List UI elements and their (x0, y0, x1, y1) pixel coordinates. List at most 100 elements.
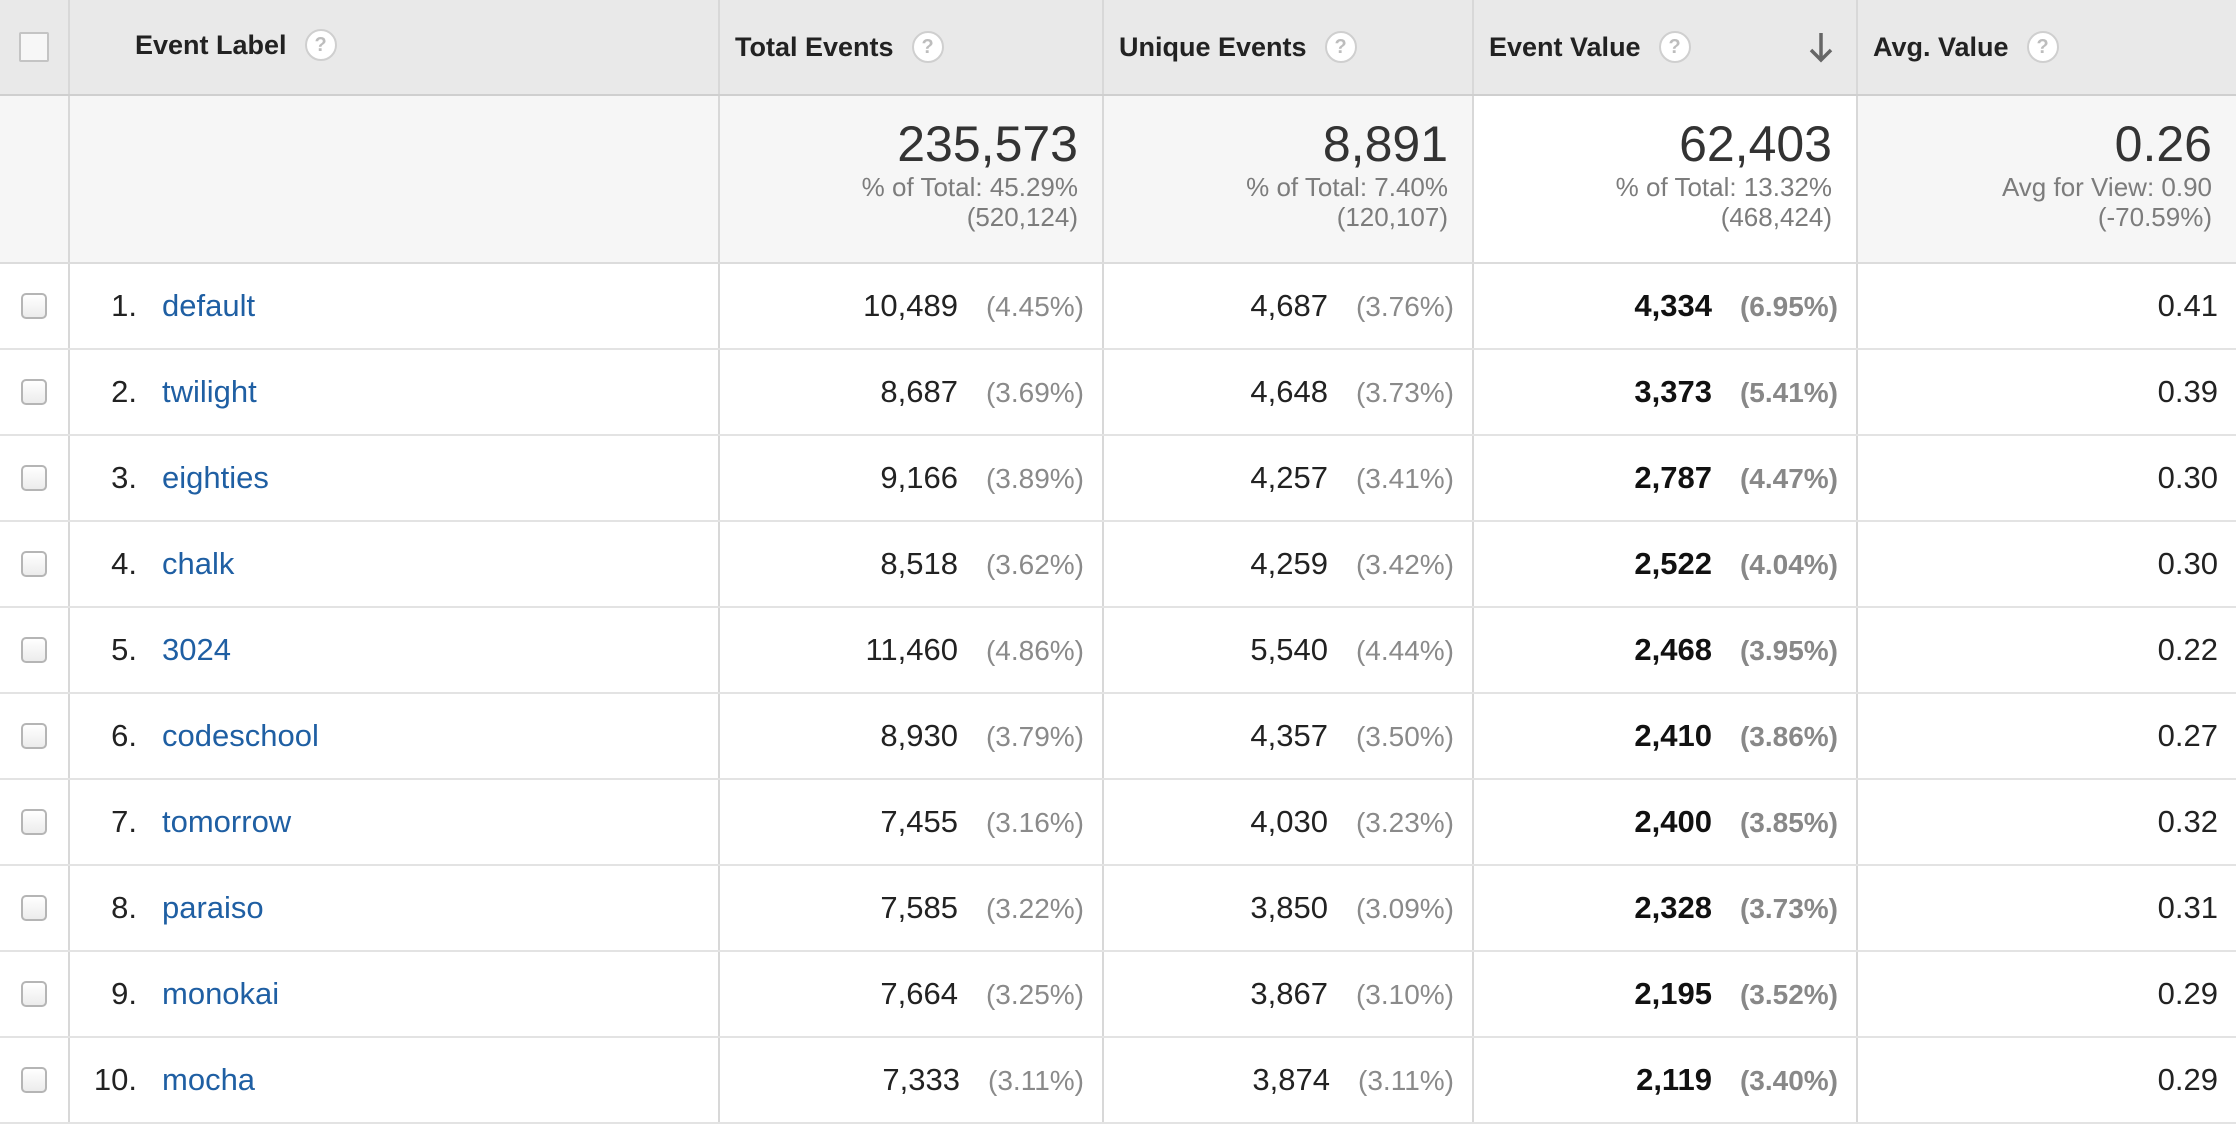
event-value-cell: 2,195 (3.52%) (1473, 951, 1858, 1038)
row-checkbox-cell (0, 607, 70, 694)
unique-events-value: 3,867 (1250, 976, 1328, 1011)
avg-value-cell: 0.27 (1857, 693, 2236, 780)
event-label-link[interactable]: eighties (162, 460, 269, 495)
avg-value-cell: 0.39 (1857, 349, 2236, 436)
event-value-value: 2,328 (1634, 890, 1712, 925)
row-checkbox[interactable] (21, 1067, 47, 1093)
help-icon[interactable]: ? (911, 31, 944, 63)
avg-value-cell: 0.32 (1857, 779, 2236, 866)
event-value-value: 2,410 (1634, 718, 1712, 753)
unique-events-percent: (3.42%) (1355, 549, 1454, 580)
event-value-percent: (3.52%) (1739, 979, 1838, 1010)
total-events-percent: (3.89%) (985, 463, 1084, 494)
help-icon[interactable]: ? (1658, 31, 1691, 63)
total-events-value: 8,687 (880, 374, 958, 409)
row-checkbox[interactable] (21, 809, 47, 835)
avg-for-view: Avg for View: 0.90 (2001, 172, 2212, 202)
unique-events-cell: 4,648 (3.73%) (1103, 349, 1474, 436)
table-row: 1. default 10,489 (4.45%) 4,687 (3.76%) 4,… (0, 263, 2236, 350)
unique-events-value: 4,648 (1250, 374, 1328, 409)
avg-value-value: 0.29 (2157, 976, 2218, 1011)
event-value-cell: 2,328 (3.73%) (1473, 865, 1858, 952)
row-checkbox-cell (0, 521, 70, 608)
total-events-cell: 9,166 (3.89%) (719, 435, 1104, 522)
row-checkbox-cell (0, 263, 70, 350)
table-row: 10. mocha 7,333 (3.11%) 3,874 (3.11%) 2,11… (0, 1037, 2236, 1124)
avg-value-value: 0.22 (2157, 632, 2218, 667)
row-checkbox[interactable] (21, 637, 47, 663)
row-checkbox[interactable] (21, 551, 47, 577)
total-events-percent: (3.11%) (988, 1065, 1084, 1096)
column-header-avg-value[interactable]: Avg. Value ? (1857, 0, 2236, 96)
event-label-link[interactable]: monokai (162, 976, 280, 1011)
help-icon[interactable]: ? (2026, 31, 2059, 63)
row-checkbox[interactable] (21, 293, 47, 319)
row-checkbox[interactable] (21, 895, 47, 921)
row-index: 1. (111, 288, 137, 323)
total-events-percent: (4.45%) (985, 291, 1084, 322)
unique-events-cell: 4,687 (3.76%) (1103, 263, 1474, 350)
event-value-percent: (3.95%) (1739, 635, 1838, 666)
table-body: 1. default 10,489 (4.45%) 4,687 (3.76%) 4,… (0, 263, 2236, 1124)
row-index: 3. (111, 460, 137, 495)
total-events-cell: 7,585 (3.22%) (719, 865, 1104, 952)
row-checkbox-cell (0, 951, 70, 1038)
avg-value-cell: 0.29 (1857, 1037, 2236, 1124)
event-label-link[interactable]: default (162, 288, 256, 323)
avg-value-value: 0.27 (2157, 718, 2218, 753)
column-header-total-events[interactable]: Total Events ? (719, 0, 1104, 96)
event-label-link[interactable]: codeschool (162, 718, 319, 753)
event-label-link[interactable]: twilight (162, 374, 257, 409)
event-value-value: 4,334 (1634, 288, 1712, 323)
total-value: 62,403 (1679, 116, 1832, 172)
unique-events-percent: (3.10%) (1355, 979, 1454, 1010)
unique-events-cell: 3,850 (3.09%) (1103, 865, 1474, 952)
row-index: 7. (111, 804, 137, 839)
total-events-value: 11,460 (865, 632, 958, 667)
row-checkbox-cell (0, 865, 70, 952)
row-checkbox[interactable] (21, 981, 47, 1007)
unique-events-value: 5,540 (1250, 632, 1328, 667)
total-events-percent: (3.22%) (985, 893, 1084, 924)
total-events-value: 10,489 (863, 288, 958, 323)
table-row: 8. paraiso 7,585 (3.22%) 3,850 (3.09%) 2,3… (0, 865, 2236, 952)
column-header-event-value[interactable]: Event Value ? (1473, 0, 1858, 96)
event-label-link[interactable]: chalk (162, 546, 235, 581)
event-label-link[interactable]: 3024 (162, 632, 231, 667)
column-title-event-value: Event Value (1489, 31, 1641, 62)
row-checkbox[interactable] (21, 723, 47, 749)
unique-events-value: 3,850 (1250, 890, 1328, 925)
totals-avg-value: 0.26 Avg for View: 0.90 (-70.59%) (1857, 95, 2236, 264)
avg-value-value: 0.32 (2157, 804, 2218, 839)
total-events-value: 7,455 (880, 804, 958, 839)
event-label-link[interactable]: tomorrow (162, 804, 292, 839)
sort-descending-icon[interactable] (1806, 30, 1836, 64)
table-row: 9. monokai 7,664 (3.25%) 3,867 (3.10%) 2,1… (0, 951, 2236, 1038)
event-value-cell: 2,119 (3.40%) (1473, 1037, 1858, 1124)
help-icon[interactable]: ? (1324, 31, 1357, 63)
unique-events-value: 4,257 (1250, 460, 1328, 495)
row-checkbox-cell (0, 349, 70, 436)
select-all-checkbox[interactable] (19, 32, 49, 62)
event-value-cell: 4,334 (6.95%) (1473, 263, 1858, 350)
event-value-percent: (3.85%) (1739, 807, 1838, 838)
avg-value-value: 0.30 (2157, 460, 2218, 495)
event-label-link[interactable]: paraiso (162, 890, 264, 925)
row-checkbox[interactable] (21, 465, 47, 491)
table-row: 4. chalk 8,518 (3.62%) 4,259 (3.42%) 2,522… (0, 521, 2236, 608)
event-label-cell: 7. tomorrow (69, 779, 720, 866)
event-label-cell: 1. default (69, 263, 720, 350)
unique-events-cell: 5,540 (4.44%) (1103, 607, 1474, 694)
total-events-value: 9,166 (880, 460, 958, 495)
row-checkbox[interactable] (21, 379, 47, 405)
avg-value-cell: 0.31 (1857, 865, 2236, 952)
unique-events-percent: (3.76%) (1355, 291, 1454, 322)
total-events-value: 7,585 (880, 890, 958, 925)
column-header-unique-events[interactable]: Unique Events ? (1103, 0, 1474, 96)
column-header-event-label[interactable]: Event Label ? (69, 0, 720, 96)
event-value-value: 2,119 (1636, 1062, 1712, 1097)
row-index: 4. (111, 546, 137, 581)
event-label-link[interactable]: mocha (162, 1062, 256, 1097)
total-events-percent: (3.69%) (985, 377, 1084, 408)
help-icon[interactable]: ? (304, 29, 337, 61)
